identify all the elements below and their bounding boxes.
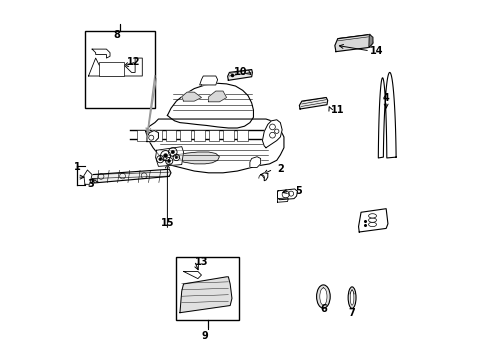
Bar <box>151 130 162 140</box>
Text: 7: 7 <box>348 308 355 318</box>
Text: 13: 13 <box>194 257 208 267</box>
Text: 15: 15 <box>161 218 174 228</box>
Polygon shape <box>199 76 217 85</box>
Polygon shape <box>155 147 183 166</box>
Text: 10: 10 <box>234 67 247 77</box>
Text: 12: 12 <box>126 57 140 67</box>
Ellipse shape <box>368 222 376 226</box>
Text: 6: 6 <box>319 304 326 314</box>
Polygon shape <box>167 83 253 128</box>
Polygon shape <box>182 92 201 101</box>
Text: 5: 5 <box>294 186 301 196</box>
Ellipse shape <box>368 214 376 218</box>
Bar <box>208 130 219 140</box>
Polygon shape <box>262 120 282 148</box>
Ellipse shape <box>349 290 353 305</box>
Polygon shape <box>277 198 287 202</box>
Polygon shape <box>92 49 110 58</box>
Bar <box>223 130 233 140</box>
Polygon shape <box>378 72 395 158</box>
Text: 4: 4 <box>382 93 389 103</box>
Polygon shape <box>83 170 92 184</box>
Bar <box>99 62 124 76</box>
Polygon shape <box>145 119 284 173</box>
Circle shape <box>159 158 162 161</box>
Polygon shape <box>227 69 252 80</box>
Text: 8: 8 <box>114 30 121 40</box>
Ellipse shape <box>316 285 329 308</box>
Text: 1: 1 <box>74 162 80 172</box>
Polygon shape <box>180 277 231 313</box>
Bar <box>176 257 239 320</box>
Text: 3: 3 <box>87 179 94 189</box>
Polygon shape <box>260 173 267 181</box>
Polygon shape <box>249 157 260 167</box>
Circle shape <box>167 159 170 162</box>
Bar <box>194 130 204 140</box>
Circle shape <box>163 154 167 158</box>
Text: 9: 9 <box>201 331 208 341</box>
Text: 11: 11 <box>330 105 344 115</box>
Polygon shape <box>88 58 142 76</box>
Polygon shape <box>208 91 226 102</box>
Circle shape <box>171 150 174 154</box>
Bar <box>180 130 190 140</box>
Polygon shape <box>147 131 158 141</box>
Ellipse shape <box>368 218 376 222</box>
Bar <box>237 130 247 140</box>
Bar <box>137 130 147 140</box>
Ellipse shape <box>347 287 355 309</box>
Polygon shape <box>358 209 387 232</box>
Text: 2: 2 <box>276 164 283 174</box>
Circle shape <box>175 156 177 159</box>
Polygon shape <box>277 189 297 200</box>
Polygon shape <box>176 152 219 164</box>
Polygon shape <box>86 169 171 184</box>
Bar <box>165 130 176 140</box>
Polygon shape <box>299 98 327 109</box>
Bar <box>85 31 155 108</box>
Text: 14: 14 <box>370 46 383 56</box>
Polygon shape <box>334 35 372 51</box>
Ellipse shape <box>319 288 326 305</box>
Polygon shape <box>183 271 201 279</box>
Polygon shape <box>368 35 372 47</box>
